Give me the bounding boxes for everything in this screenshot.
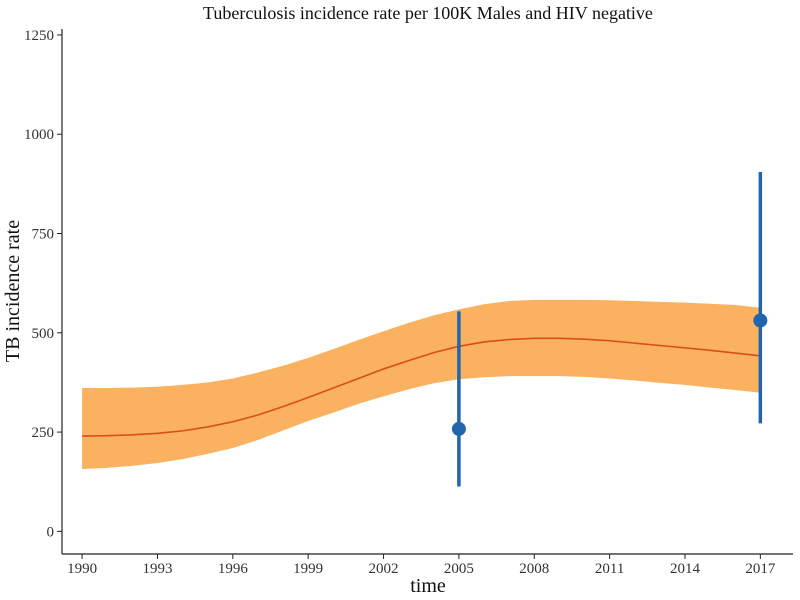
- chart-title: Tuberculosis incidence rate per 100K Mal…: [203, 3, 653, 23]
- y-tick-label: 0: [47, 524, 55, 540]
- y-tick-label: 750: [32, 227, 55, 243]
- y-axis-title: TB incidence rate: [2, 220, 24, 362]
- y-tick-label: 250: [32, 425, 55, 441]
- x-tick-label: 1990: [67, 561, 97, 577]
- estimate-line: [82, 337, 761, 437]
- uncertainty-band: [82, 299, 761, 470]
- x-tick-label: 2017: [745, 561, 776, 577]
- plot-area: [82, 171, 768, 487]
- x-tick-label: 1996: [218, 561, 249, 577]
- x-tick-label: 2005: [444, 561, 474, 577]
- y-tick-label: 1250: [24, 28, 54, 44]
- x-tick-label: 1993: [142, 561, 172, 577]
- data-point: [451, 421, 466, 436]
- x-tick-label: 2014: [670, 561, 701, 577]
- y-tick-label: 500: [32, 326, 55, 342]
- y-tick-label: 1000: [24, 127, 54, 143]
- x-tick-label: 2002: [369, 561, 399, 577]
- x-tick-label: 2011: [595, 561, 624, 577]
- data-point: [753, 313, 768, 328]
- x-axis-ticks: 1990 1993 1996 1999 2002 2005 2008 2011 2014 2017: [67, 554, 776, 577]
- x-tick-label: 2008: [519, 561, 549, 577]
- x-axis-title: time: [410, 575, 446, 597]
- y-axis-ticks: 0 250 500 750 1000 1250: [24, 28, 62, 540]
- x-tick-label: 1999: [293, 561, 323, 577]
